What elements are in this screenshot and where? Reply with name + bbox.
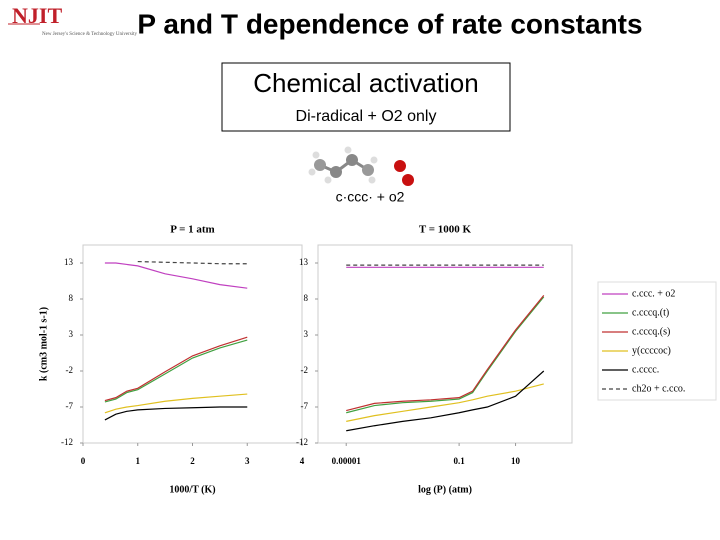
legend-label: c.cccc. xyxy=(632,364,659,375)
series-line xyxy=(104,406,248,421)
x-tick-label: 0.00001 xyxy=(332,456,362,466)
molecule xyxy=(308,146,414,186)
logo-sub: New Jersey's Science & Technology Univer… xyxy=(42,32,138,37)
x-tick-label: 0.1 xyxy=(453,456,465,466)
series-line xyxy=(137,260,248,265)
series-line xyxy=(104,262,248,289)
y-tick-label: -2 xyxy=(301,365,309,375)
legend-label: ch2o + c.cco. xyxy=(632,383,685,394)
x-axis-label: log (P) (atm) xyxy=(418,484,472,495)
chart-title: P = 1 atm xyxy=(170,224,214,236)
series-line xyxy=(346,383,544,422)
legend-label: c.cccq.(t) xyxy=(632,307,669,318)
series-line xyxy=(346,296,545,414)
y-tick-label: 8 xyxy=(69,293,74,303)
y-tick-label: -12 xyxy=(296,437,308,447)
chart-title: T = 1000 K xyxy=(419,224,472,236)
plot-frame xyxy=(317,244,573,444)
box-title: Chemical activation xyxy=(253,68,478,98)
y-tick-label: -7 xyxy=(66,401,74,411)
x-tick-label: 4 xyxy=(300,456,305,466)
legend xyxy=(597,281,717,401)
x-tick-label: 2 xyxy=(190,456,195,466)
slide-title: P and T dependence of rate constants xyxy=(137,8,642,39)
series-line xyxy=(104,339,248,403)
series-line xyxy=(104,393,248,414)
series-line xyxy=(104,336,248,402)
y-tick-label: 3 xyxy=(69,329,74,339)
legend-label: c.cccq.(s) xyxy=(632,326,670,337)
box-subtitle: Di-radical + O2 only xyxy=(296,108,437,125)
legend-label: c.ccc. + o2 xyxy=(632,288,675,299)
x-tick-label: 0 xyxy=(81,456,86,466)
x-tick-label: 1 xyxy=(136,456,141,466)
y-tick-label: -2 xyxy=(66,365,74,375)
legend-label: y(ccccoc) xyxy=(632,345,671,356)
x-tick-label: 10 xyxy=(511,456,521,466)
y-tick-label: -12 xyxy=(61,437,73,447)
x-tick-label: 3 xyxy=(245,456,250,466)
series-line xyxy=(346,295,545,412)
x-axis-label: 1000/T (K) xyxy=(169,484,215,495)
reaction-label: c·ccc· + o2 xyxy=(336,189,405,205)
text-box xyxy=(221,62,511,132)
y-tick-label: -7 xyxy=(301,401,309,411)
y-axis-label: k (cm3 mol-1 s-1) xyxy=(38,307,49,381)
y-tick-label: 13 xyxy=(299,257,309,267)
series-line xyxy=(346,370,545,432)
y-tick-label: 13 xyxy=(64,257,74,267)
plot-frame xyxy=(82,244,303,444)
y-tick-label: 3 xyxy=(304,329,309,339)
y-tick-label: 8 xyxy=(304,293,309,303)
